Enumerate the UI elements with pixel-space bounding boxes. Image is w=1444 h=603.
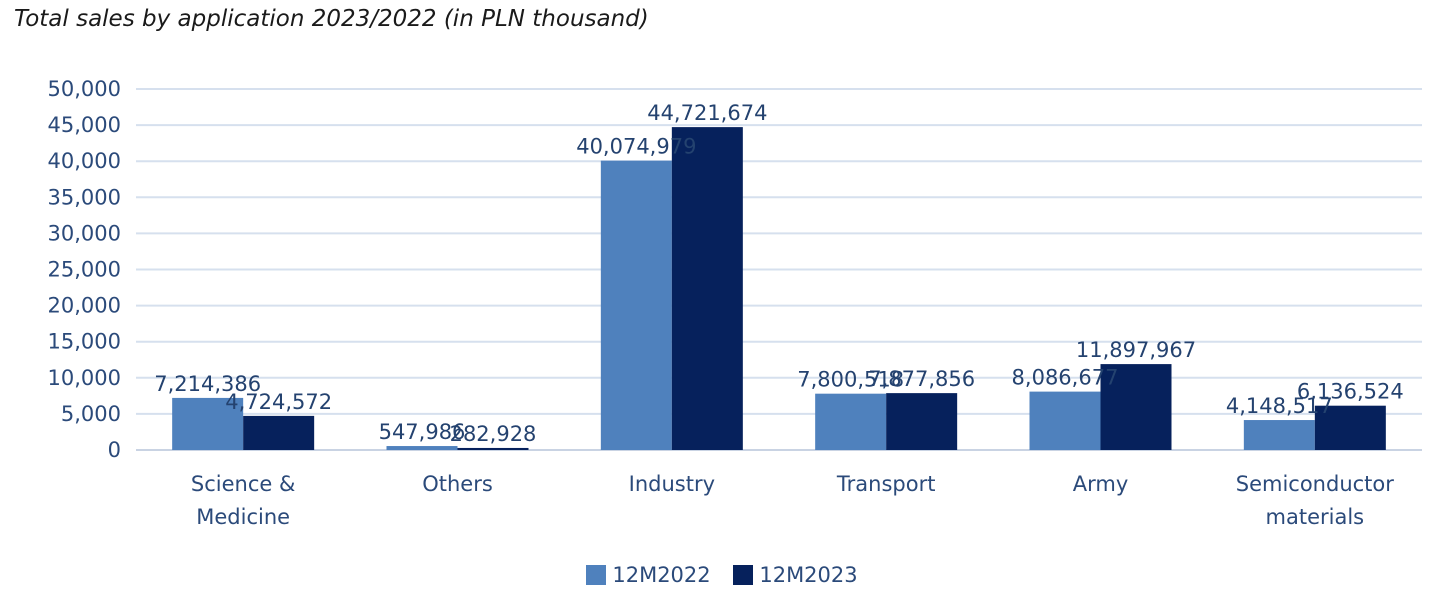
legend-label-12m2022: 12M2022 bbox=[612, 563, 711, 587]
y-tick-label: 0 bbox=[108, 438, 121, 462]
bar-12m2022 bbox=[1029, 391, 1101, 450]
legend-item-12m2022: 12M2022 bbox=[586, 563, 711, 587]
y-tick-label: 35,000 bbox=[48, 185, 121, 209]
data-label-12m2023: 7,877,856 bbox=[868, 367, 975, 391]
data-label-12m2023: 4,724,572 bbox=[225, 390, 332, 414]
legend-item-12m2023: 12M2023 bbox=[733, 563, 858, 587]
data-label-12m2022: 8,086,677 bbox=[1012, 366, 1119, 390]
bar-12m2023 bbox=[1314, 405, 1386, 450]
bar-12m2023 bbox=[457, 447, 529, 450]
y-tick-label: 30,000 bbox=[48, 221, 121, 245]
bar-12m2022 bbox=[1243, 420, 1315, 450]
chart-title: Total sales by application 2023/2022 (in… bbox=[14, 6, 649, 32]
x-category-label: Army bbox=[1073, 472, 1129, 496]
bar-12m2022 bbox=[386, 446, 458, 450]
y-tick-label: 25,000 bbox=[48, 258, 121, 282]
x-category-label: Science & bbox=[191, 472, 295, 496]
y-tick-label: 10,000 bbox=[48, 366, 121, 390]
y-tick-label: 40,000 bbox=[48, 149, 121, 173]
y-tick-label: 50,000 bbox=[48, 77, 121, 101]
data-label-12m2023: 6,136,524 bbox=[1297, 380, 1404, 404]
data-label-12m2023: 11,897,967 bbox=[1076, 338, 1196, 362]
bar-12m2023 bbox=[1100, 364, 1172, 450]
bar-12m2023 bbox=[886, 393, 958, 450]
data-label-12m2022: 4,148,517 bbox=[1226, 394, 1333, 418]
data-label-12m2023: 44,721,674 bbox=[647, 101, 767, 125]
x-category-label: Transport bbox=[836, 472, 936, 496]
bar-12m2023 bbox=[243, 415, 315, 450]
legend: 12M2022 12M2023 bbox=[0, 563, 1444, 590]
bar-12m2022 bbox=[172, 397, 244, 450]
y-tick-label: 20,000 bbox=[48, 294, 121, 318]
data-label-12m2023: 282,928 bbox=[450, 422, 537, 446]
bar-12m2022 bbox=[600, 160, 672, 451]
data-label-12m2022: 40,074,979 bbox=[576, 135, 696, 159]
bar-12m2023 bbox=[671, 127, 743, 451]
x-category-label: Semiconductor bbox=[1236, 472, 1395, 496]
legend-swatch-12m2022 bbox=[586, 565, 607, 585]
data-label-12m2022: 547,986 bbox=[379, 420, 466, 444]
y-tick-label: 45,000 bbox=[48, 113, 121, 137]
x-category-label: materials bbox=[1266, 505, 1365, 529]
bar-12m2022 bbox=[815, 393, 887, 450]
legend-label-12m2023: 12M2023 bbox=[759, 563, 858, 587]
x-category-label: Industry bbox=[629, 472, 715, 496]
legend-swatch-12m2023 bbox=[733, 565, 754, 585]
y-tick-label: 15,000 bbox=[48, 330, 121, 354]
data-label-12m2022: 7,214,386 bbox=[154, 372, 261, 396]
x-category-label: Others bbox=[422, 472, 493, 496]
y-tick-label: 5,000 bbox=[61, 402, 121, 426]
x-category-label: Medicine bbox=[196, 505, 290, 529]
data-label-12m2022: 7,800,518 bbox=[797, 368, 904, 392]
